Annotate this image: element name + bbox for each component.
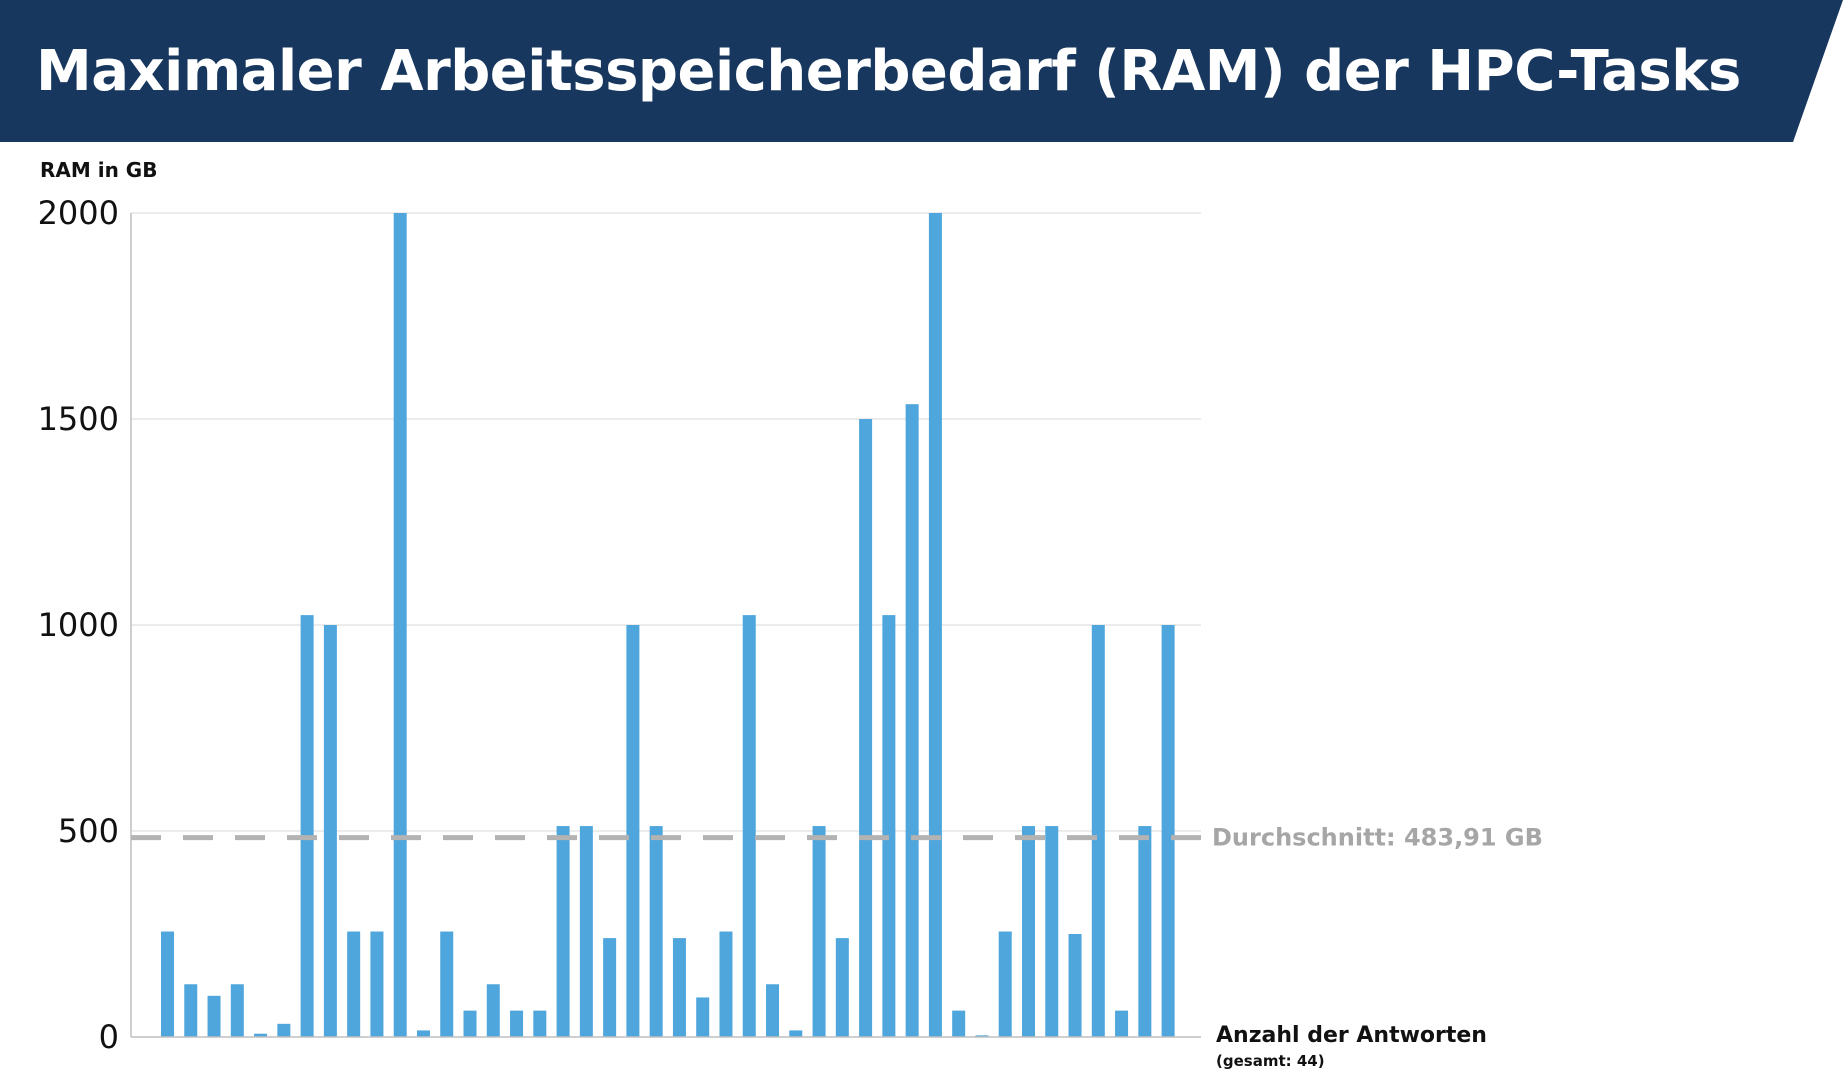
bar — [649, 826, 663, 1037]
bar — [347, 931, 361, 1037]
bar — [719, 931, 733, 1037]
average-label: Durchschnitt: 483,91 GB — [1212, 824, 1543, 852]
bar — [207, 995, 221, 1037]
bar — [1161, 625, 1175, 1037]
bar — [905, 404, 919, 1037]
bar — [510, 1010, 524, 1037]
bar — [161, 931, 174, 1037]
y-tick-label: 500 — [58, 812, 119, 850]
bar — [440, 931, 454, 1037]
bar — [672, 938, 686, 1037]
bar — [230, 984, 244, 1037]
bar — [835, 938, 849, 1037]
y-tick-label: 1500 — [38, 400, 119, 438]
bar — [626, 625, 640, 1037]
bar — [463, 1010, 477, 1037]
bar — [928, 213, 942, 1037]
y-tick-label: 2000 — [38, 194, 119, 232]
bar — [952, 1010, 966, 1037]
bar — [742, 615, 756, 1037]
bar — [1068, 934, 1082, 1037]
y-axis-ticks: 0 500 1000 1500 2000 — [38, 194, 119, 1056]
bar — [579, 826, 593, 1037]
bar — [1045, 826, 1059, 1037]
bar — [277, 1023, 291, 1037]
bar — [882, 615, 896, 1037]
bar — [975, 1035, 989, 1037]
x-axis-title: Anzahl der Antworten — [1216, 1023, 1487, 1048]
y-axis-title: RAM in GB — [40, 158, 157, 182]
bar — [254, 1033, 268, 1037]
bar — [789, 1030, 803, 1037]
bars — [161, 213, 1175, 1037]
bar — [766, 984, 780, 1037]
x-axis-note: (gesamt: 44) — [1216, 1052, 1325, 1070]
y-tick-label: 1000 — [38, 606, 119, 644]
bar — [416, 1030, 430, 1037]
title-banner-shape — [0, 0, 1843, 142]
bar — [486, 984, 500, 1037]
bar — [1091, 625, 1105, 1037]
bar — [1115, 1010, 1129, 1037]
bar — [184, 984, 198, 1037]
bar — [859, 419, 873, 1037]
title-banner — [0, 0, 1843, 142]
bar — [1138, 826, 1152, 1037]
bar — [603, 938, 617, 1037]
bar — [998, 931, 1012, 1037]
y-tick-label: 0 — [99, 1018, 119, 1056]
bar — [393, 213, 407, 1037]
bar — [323, 625, 337, 1037]
bar — [370, 931, 384, 1037]
chart-title: Maximaler Arbeitsspeicherbedarf (RAM) de… — [36, 39, 1741, 104]
bar — [1021, 826, 1035, 1037]
bar — [696, 997, 710, 1037]
bar — [300, 615, 314, 1037]
bar — [533, 1010, 547, 1037]
bar — [556, 826, 570, 1037]
grid-lines — [131, 212, 1201, 832]
bar — [812, 826, 826, 1037]
